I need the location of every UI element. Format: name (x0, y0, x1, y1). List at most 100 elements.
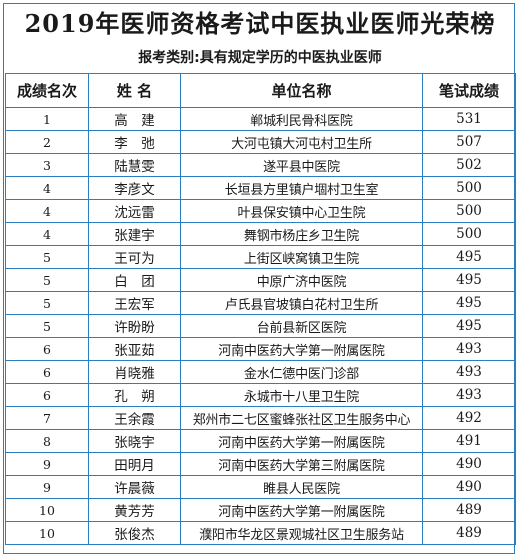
name-cell: 张建宇 (88, 222, 181, 246)
score-cell: 491 (422, 429, 516, 453)
table-row: 5 王可为 上街区峡窝镇卫生院 495 (5, 245, 516, 269)
name-cell: 张亚茹 (88, 337, 181, 361)
score-cell: 531 (422, 107, 516, 131)
header-rank: 成绩名次 (5, 73, 89, 108)
score-cell: 490 (422, 452, 516, 476)
score-cell: 495 (422, 291, 516, 315)
table-row: 4 李彦文 长垣县方里镇户堌村卫生室 500 (5, 176, 516, 200)
rank-cell: 4 (5, 176, 89, 200)
name-cell: 孔 朔 (88, 383, 181, 407)
table-row: 6 张亚茹 河南中医药大学第一附属医院 493 (5, 337, 516, 361)
score-cell: 495 (422, 314, 516, 338)
table-row: 8 张晓宇 河南中医药大学第一附属医院 491 (5, 429, 516, 453)
name-cell: 李彦文 (88, 176, 181, 200)
table-row: 4 张建宇 舞钢市杨庄乡卫生院 500 (5, 222, 516, 246)
unit-cell: 金水仁德中医门诊部 (180, 360, 423, 384)
header-score: 笔试成绩 (422, 73, 516, 108)
name-cell: 许盼盼 (88, 314, 181, 338)
name-cell: 王余霞 (88, 406, 181, 430)
name-cell: 王可为 (88, 245, 181, 269)
rank-cell: 5 (5, 245, 89, 269)
unit-cell: 濮阳市华龙区景观城社区卫生服务站 (180, 521, 423, 545)
header-unit: 单位名称 (180, 73, 423, 108)
unit-cell: 遂平县中医院 (180, 153, 423, 177)
rank-cell: 5 (5, 268, 89, 292)
score-cell: 489 (422, 521, 516, 545)
unit-cell: 大河屯镇大河屯村卫生所 (180, 130, 423, 154)
score-cell: 493 (422, 360, 516, 384)
table-row: 9 田明月 河南中医药大学第三附属医院 490 (5, 452, 516, 476)
score-cell: 492 (422, 406, 516, 430)
rank-cell: 3 (5, 153, 89, 177)
name-cell: 王宏军 (88, 291, 181, 315)
name-cell: 白 团 (88, 268, 181, 292)
name-cell: 李 弛 (88, 130, 181, 154)
unit-cell: 卢氏县官坡镇白花村卫生所 (180, 291, 423, 315)
rank-cell: 10 (5, 498, 89, 522)
unit-cell: 上街区峡窝镇卫生院 (180, 245, 423, 269)
table-row: 9 许晨薇 睢县人民医院 490 (5, 475, 516, 499)
rank-cell: 8 (5, 429, 89, 453)
name-cell: 黄芳芳 (88, 498, 181, 522)
score-cell: 493 (422, 337, 516, 361)
name-cell: 许晨薇 (88, 475, 181, 499)
table-row: 10 黄芳芳 河南中医药大学第一附属医院 489 (5, 498, 516, 522)
rank-cell: 6 (5, 383, 89, 407)
rank-cell: 4 (5, 222, 89, 246)
rank-cell: 6 (5, 360, 89, 384)
score-cell: 490 (422, 475, 516, 499)
rank-cell: 9 (5, 452, 89, 476)
score-cell: 495 (422, 268, 516, 292)
name-cell: 高 建 (88, 107, 181, 131)
score-cell: 507 (422, 130, 516, 154)
table-row: 7 王余霞 郑州市二七区蜜蜂张社区卫生服务中心 492 (5, 406, 516, 430)
unit-cell: 河南中医药大学第三附属医院 (180, 452, 423, 476)
score-cell: 500 (422, 176, 516, 200)
score-cell: 500 (422, 199, 516, 223)
score-cell: 502 (422, 153, 516, 177)
unit-cell: 中原广济中医院 (180, 268, 423, 292)
unit-cell: 郸城利民骨科医院 (180, 107, 423, 131)
name-cell: 张俊杰 (88, 521, 181, 545)
unit-cell: 长垣县方里镇户堌村卫生室 (180, 176, 423, 200)
score-cell: 495 (422, 245, 516, 269)
unit-cell: 台前县新区医院 (180, 314, 423, 338)
table-header-row: 成绩名次 姓 名 单位名称 笔试成绩 (5, 73, 516, 108)
score-cell: 500 (422, 222, 516, 246)
unit-cell: 睢县人民医院 (180, 475, 423, 499)
name-cell: 张晓宇 (88, 429, 181, 453)
table-row: 3 陆慧雯 遂平县中医院 502 (5, 153, 516, 177)
score-cell: 489 (422, 498, 516, 522)
name-cell: 陆慧雯 (88, 153, 181, 177)
table-row: 4 沈远雷 叶县保安镇中心卫生院 500 (5, 199, 516, 223)
page-title: 2019年医师资格考试中医执业医师光荣榜 (24, 9, 496, 38)
unit-cell: 河南中医药大学第一附属医院 (180, 337, 423, 361)
unit-cell: 河南中医药大学第一附属医院 (180, 429, 423, 453)
table-row: 5 许盼盼 台前县新区医院 495 (5, 314, 516, 338)
rank-cell: 7 (5, 406, 89, 430)
header-name: 姓 名 (88, 73, 181, 108)
rank-cell: 5 (5, 291, 89, 315)
score-cell: 493 (422, 383, 516, 407)
rank-cell: 1 (5, 107, 89, 131)
table-row: 10 张俊杰 濮阳市华龙区景观城社区卫生服务站 489 (5, 521, 516, 545)
page-subtitle: 报考类别:具有规定学历的中医执业医师 (138, 50, 382, 66)
rank-cell: 5 (5, 314, 89, 338)
unit-cell: 郑州市二七区蜜蜂张社区卫生服务中心 (180, 406, 423, 430)
unit-cell: 河南中医药大学第一附属医院 (180, 498, 423, 522)
table-row: 5 王宏军 卢氏县官坡镇白花村卫生所 495 (5, 291, 516, 315)
name-cell: 肖晓雅 (88, 360, 181, 384)
rank-cell: 10 (5, 521, 89, 545)
table-row: 6 肖晓雅 金水仁德中医门诊部 493 (5, 360, 516, 384)
unit-cell: 舞钢市杨庄乡卫生院 (180, 222, 423, 246)
name-cell: 田明月 (88, 452, 181, 476)
unit-cell: 永城市十八里卫生院 (180, 383, 423, 407)
name-cell: 沈远雷 (88, 199, 181, 223)
rank-cell: 4 (5, 199, 89, 223)
